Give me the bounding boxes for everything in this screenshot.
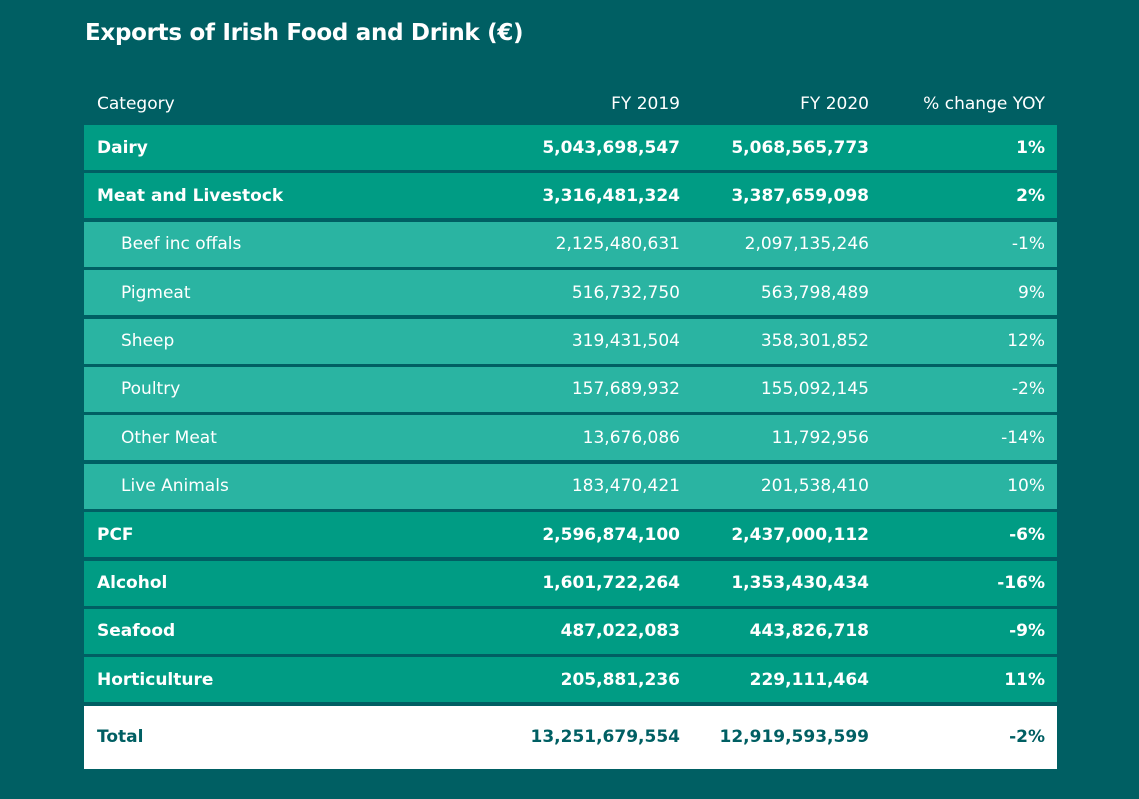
row-fy2019: 2,596,874,100: [542, 524, 680, 545]
total-label: Total: [97, 727, 144, 748]
row-fy2019: 487,022,083: [560, 621, 680, 642]
exports-table: Category FY 2019 FY 2020 % change YOY Da…: [84, 82, 1057, 769]
table-header: Category FY 2019 FY 2020 % change YOY: [84, 82, 1057, 125]
header-fy2019: FY 2019: [611, 93, 680, 114]
row-fy2019: 2,125,480,631: [555, 234, 680, 255]
row-fy2019: 157,689,932: [571, 379, 680, 400]
row-change: 9%: [1018, 282, 1045, 303]
table-row: Sheep 319,431,504 358,301,852 12%: [84, 318, 1057, 364]
row-fy2019: 5,043,698,547: [542, 137, 680, 158]
row-change: -6%: [1009, 524, 1045, 545]
row-fy2020: 11,792,956: [771, 427, 869, 448]
row-change: -16%: [997, 573, 1045, 594]
row-change: 12%: [1007, 331, 1045, 352]
row-fy2020: 3,387,659,098: [731, 185, 869, 206]
row-fy2019: 183,470,421: [571, 476, 680, 497]
row-category: Meat and Livestock: [97, 185, 284, 206]
row-category: Poultry: [121, 379, 181, 400]
row-category: Horticulture: [97, 669, 214, 690]
row-category: Other Meat: [121, 427, 217, 448]
row-fy2020: 2,437,000,112: [731, 524, 869, 545]
row-change: -2%: [1011, 379, 1045, 400]
row-fy2020: 201,538,410: [760, 476, 869, 497]
total-row: Total 13,251,679,554 12,919,593,599 -2%: [84, 705, 1057, 769]
table-row: Poultry 157,689,932 155,092,145 -2%: [84, 366, 1057, 412]
header-change: % change YOY: [923, 93, 1045, 114]
row-category: Pigmeat: [121, 282, 191, 303]
row-fy2020: 358,301,852: [760, 331, 869, 352]
page-title: Exports of Irish Food and Drink (€): [85, 20, 524, 46]
table-row: Seafood 487,022,083 443,826,718 -9%: [84, 608, 1057, 654]
row-fy2019: 1,601,722,264: [542, 573, 680, 594]
table-row: Horticulture 205,881,236 229,111,464 11%: [84, 657, 1057, 703]
row-category: Sheep: [121, 331, 175, 352]
total-fy2020: 12,919,593,599: [719, 727, 870, 748]
table-row: Pigmeat 516,732,750 563,798,489 9%: [84, 270, 1057, 316]
table-row: Meat and Livestock 3,316,481,324 3,387,659…: [84, 173, 1057, 219]
row-category: Alcohol: [97, 573, 168, 594]
row-fy2019: 3,316,481,324: [542, 185, 680, 206]
total-change: -2%: [1009, 727, 1045, 748]
table-row: Other Meat 13,676,086 11,792,956 -14%: [84, 415, 1057, 461]
row-fy2020: 1,353,430,434: [731, 573, 869, 594]
row-change: 2%: [1016, 185, 1045, 206]
row-category: PCF: [97, 524, 134, 545]
row-category: Live Animals: [121, 476, 229, 497]
row-change: 10%: [1007, 476, 1045, 497]
row-fy2020: 563,798,489: [760, 282, 869, 303]
table-row: Beef inc offals 2,125,480,631 2,097,135,24…: [84, 221, 1057, 267]
row-fy2019: 319,431,504: [571, 331, 680, 352]
row-change: 11%: [1004, 669, 1045, 690]
row-change: -14%: [1001, 427, 1045, 448]
row-fy2019: 205,881,236: [560, 669, 680, 690]
row-category: Dairy: [97, 137, 148, 158]
table-row: Dairy 5,043,698,547 5,068,565,773 1%: [84, 125, 1057, 170]
table-row: Live Animals 183,470,421 201,538,410 10%: [84, 463, 1057, 509]
table-row: PCF 2,596,874,100 2,437,000,112 -6%: [84, 512, 1057, 558]
table-body: Dairy 5,043,698,547 5,068,565,773 1% Meat an…: [84, 125, 1057, 703]
total-fy2019: 13,251,679,554: [530, 727, 681, 748]
row-change: -1%: [1011, 234, 1045, 255]
header-fy2020: FY 2020: [800, 93, 869, 114]
row-fy2020: 229,111,464: [749, 669, 869, 690]
row-fy2019: 13,676,086: [582, 427, 680, 448]
row-category: Seafood: [97, 621, 176, 642]
table-row: Alcohol 1,601,722,264 1,353,430,434 -16%: [84, 560, 1057, 606]
row-change: -9%: [1009, 621, 1045, 642]
row-fy2019: 516,732,750: [571, 282, 680, 303]
row-change: 1%: [1016, 137, 1045, 158]
header-category: Category: [97, 93, 175, 114]
row-category: Beef inc offals: [121, 234, 242, 255]
row-fy2020: 2,097,135,246: [744, 234, 869, 255]
row-fy2020: 155,092,145: [760, 379, 869, 400]
row-fy2020: 5,068,565,773: [731, 137, 869, 158]
row-fy2020: 443,826,718: [749, 621, 869, 642]
